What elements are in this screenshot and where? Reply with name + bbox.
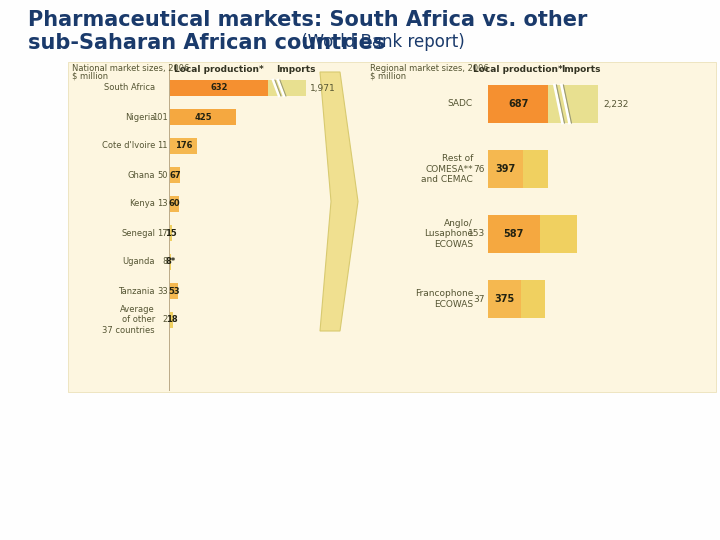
- Text: 33: 33: [157, 287, 168, 295]
- Text: South Africa: South Africa: [104, 84, 155, 92]
- Bar: [170, 196, 179, 212]
- Text: Senegal: Senegal: [121, 228, 155, 238]
- Bar: [170, 138, 197, 154]
- Bar: [523, 150, 548, 188]
- Bar: [170, 167, 181, 183]
- Text: 101: 101: [152, 112, 168, 122]
- Text: 8: 8: [163, 258, 168, 267]
- Text: 2: 2: [163, 315, 168, 325]
- Text: Rest of
COMESA**
and CEMAC: Rest of COMESA** and CEMAC: [421, 154, 473, 184]
- Text: 17: 17: [158, 228, 168, 238]
- Bar: [488, 215, 540, 253]
- Text: 2,232: 2,232: [603, 99, 629, 109]
- Text: 687: 687: [508, 99, 528, 109]
- Text: 18: 18: [166, 315, 177, 325]
- Text: 53: 53: [168, 287, 180, 295]
- Text: 11: 11: [158, 141, 168, 151]
- Bar: [170, 109, 236, 125]
- Text: 153: 153: [468, 230, 485, 239]
- Bar: [488, 150, 523, 188]
- Text: Imports: Imports: [276, 65, 315, 74]
- Polygon shape: [320, 72, 358, 331]
- Text: 37: 37: [474, 294, 485, 303]
- Text: 632: 632: [210, 84, 228, 92]
- Text: Anglo/
Lusaphone
ECOWAS: Anglo/ Lusaphone ECOWAS: [424, 219, 473, 249]
- Text: Tanzania: Tanzania: [119, 287, 155, 295]
- Text: 67: 67: [169, 171, 181, 179]
- Text: 60: 60: [168, 199, 181, 208]
- Text: 397: 397: [495, 164, 516, 174]
- Text: SADC: SADC: [448, 99, 473, 109]
- Text: Regional market sizes, 2006: Regional market sizes, 2006: [370, 64, 489, 73]
- Bar: [170, 80, 268, 96]
- Bar: [488, 280, 521, 318]
- Bar: [549, 85, 598, 123]
- Text: (World Bank report): (World Bank report): [296, 33, 464, 51]
- Text: $ million: $ million: [370, 72, 406, 81]
- Text: sub-Saharan African countries: sub-Saharan African countries: [28, 33, 385, 53]
- Text: Cote d'Ivoire: Cote d'Ivoire: [102, 141, 155, 151]
- Text: 8*: 8*: [166, 258, 176, 267]
- Text: Nigeria: Nigeria: [125, 112, 155, 122]
- Bar: [488, 85, 549, 123]
- Bar: [170, 312, 173, 328]
- Text: 50: 50: [158, 171, 168, 179]
- Text: Ghana: Ghana: [127, 171, 155, 179]
- Text: Local production*: Local production*: [473, 65, 563, 74]
- Bar: [540, 215, 577, 253]
- Text: 13: 13: [158, 199, 168, 208]
- Text: Kenya: Kenya: [129, 199, 155, 208]
- Text: 176: 176: [175, 141, 192, 151]
- Bar: [170, 225, 172, 241]
- Text: 587: 587: [504, 229, 524, 239]
- Text: Pharmaceutical markets: South Africa vs. other: Pharmaceutical markets: South Africa vs.…: [28, 10, 588, 30]
- Text: Imports: Imports: [561, 65, 600, 74]
- Text: 425: 425: [194, 112, 212, 122]
- Bar: [68, 62, 716, 392]
- Bar: [170, 283, 179, 299]
- Text: $ million: $ million: [72, 72, 108, 81]
- Text: 15: 15: [166, 228, 177, 238]
- Text: Francophone
ECOWAS: Francophone ECOWAS: [415, 289, 473, 309]
- Bar: [268, 80, 306, 96]
- Text: 76: 76: [474, 165, 485, 173]
- Text: Average
of other
37 countries: Average of other 37 countries: [102, 305, 155, 335]
- Text: 1,971: 1,971: [310, 84, 336, 92]
- Text: National market sizes, 2006: National market sizes, 2006: [72, 64, 189, 73]
- Text: Uganda: Uganda: [122, 258, 155, 267]
- Bar: [170, 254, 171, 270]
- Text: 375: 375: [495, 294, 515, 304]
- Bar: [521, 280, 545, 318]
- Text: Local production*: Local production*: [174, 65, 264, 74]
